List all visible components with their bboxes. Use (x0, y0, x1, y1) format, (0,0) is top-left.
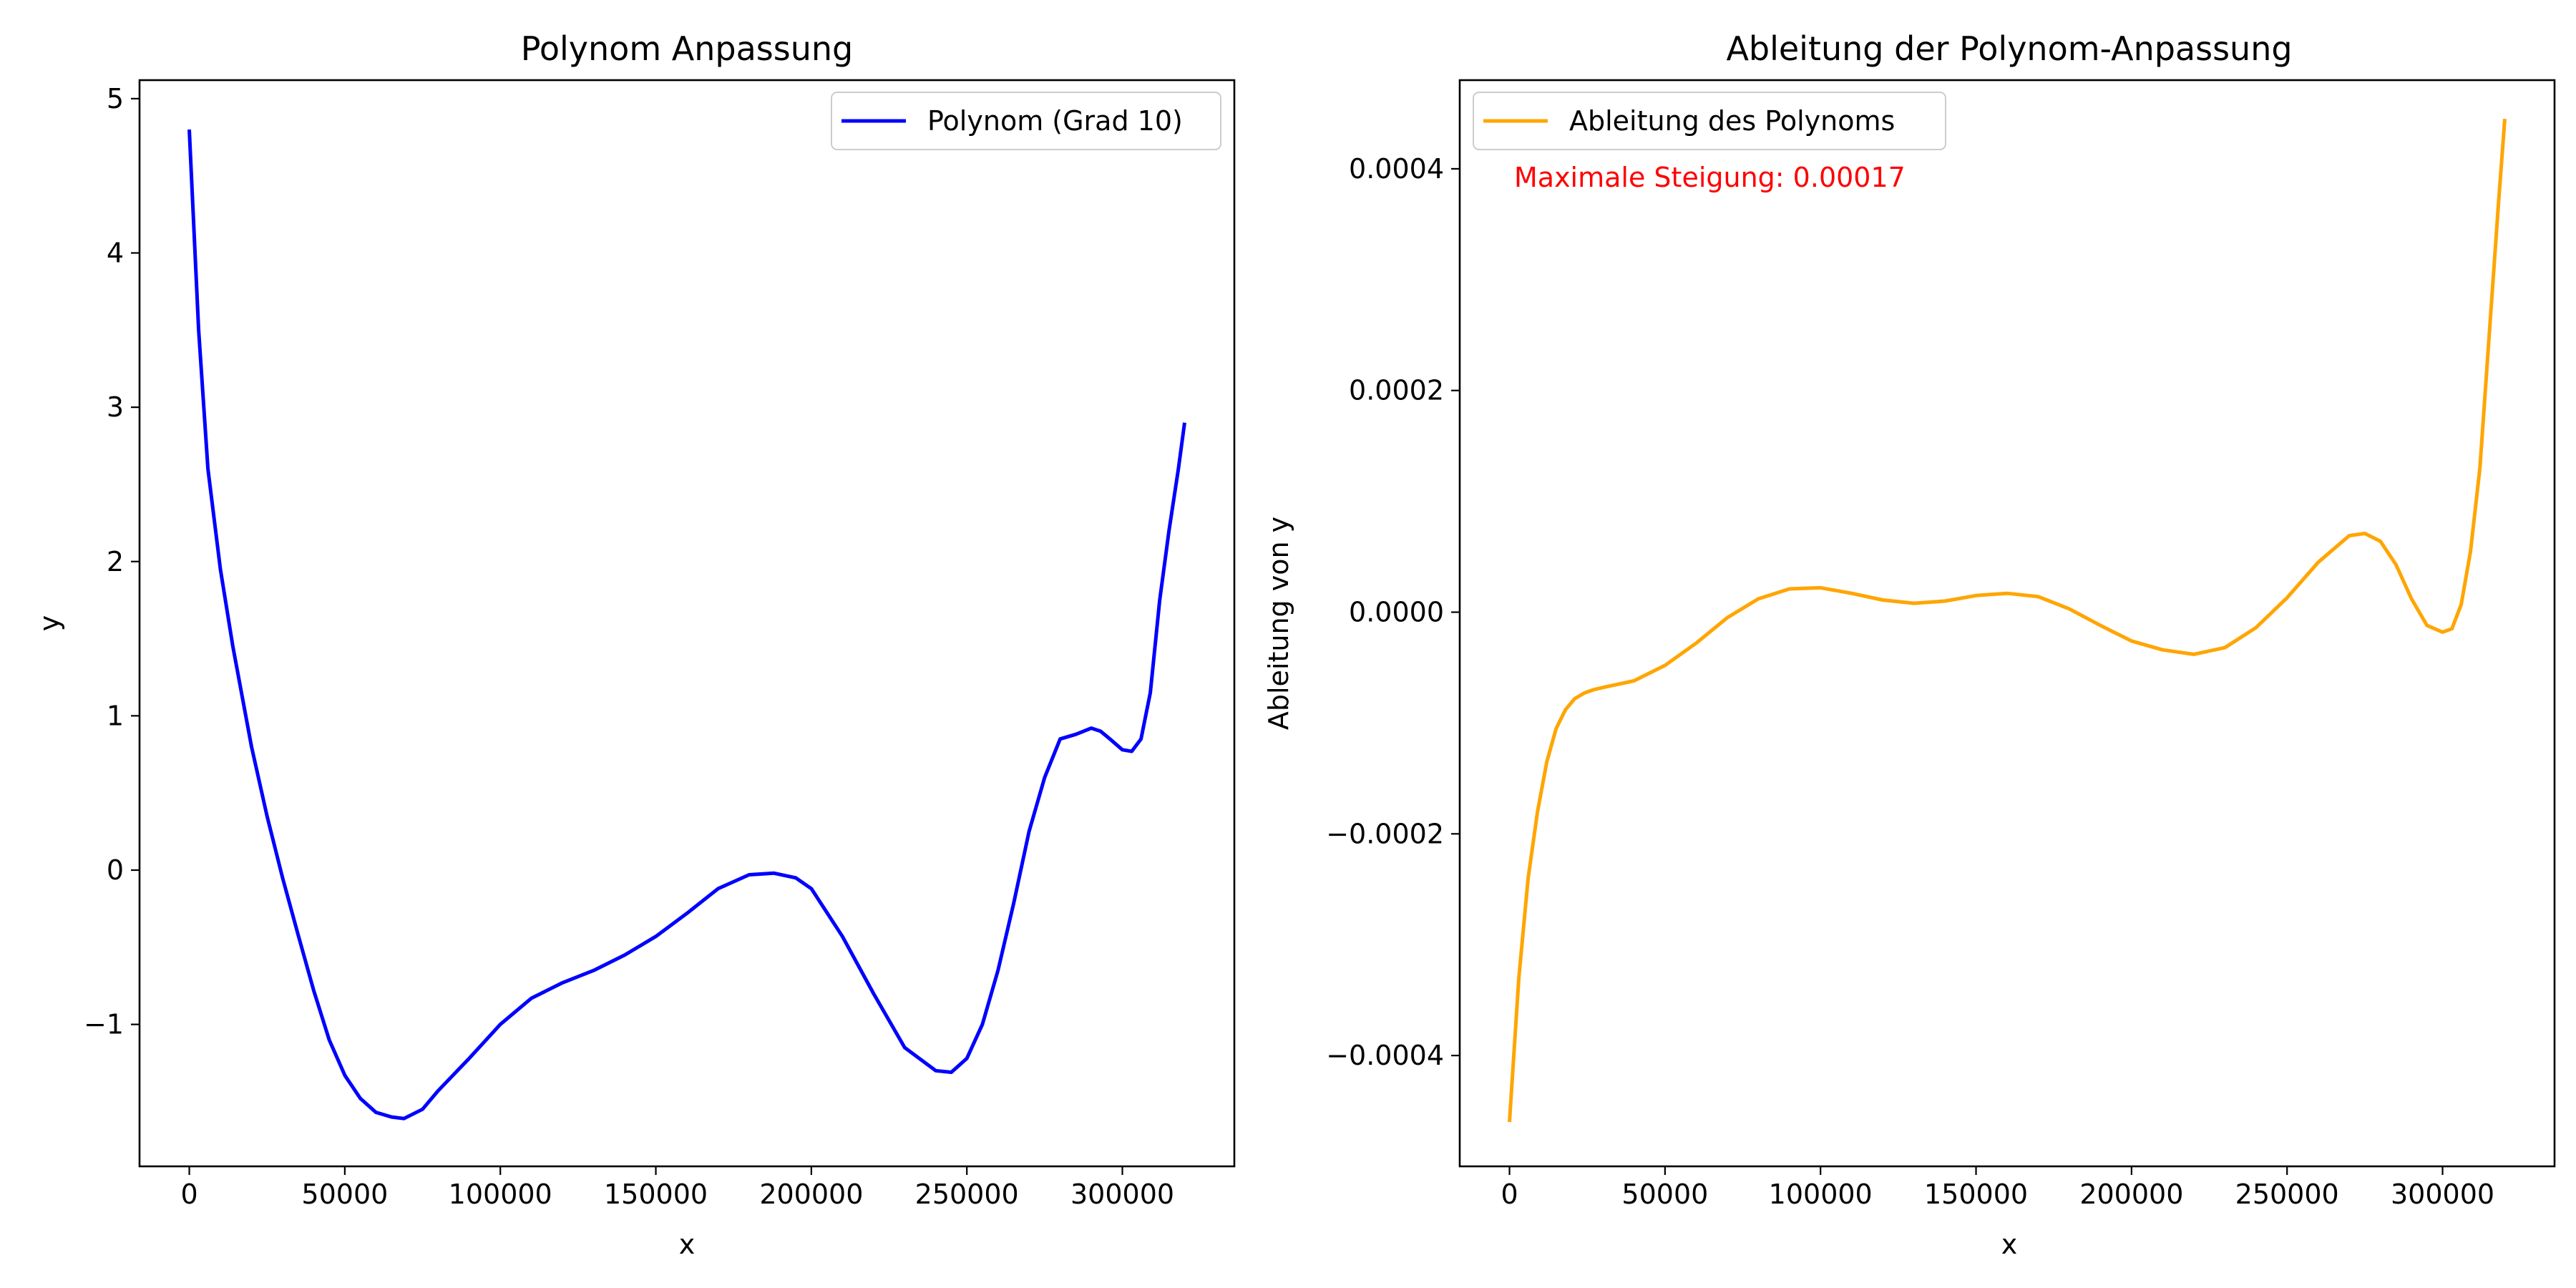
x-tick-label: 0 (180, 1179, 197, 1210)
y-tick-label: 3 (107, 391, 124, 423)
x-tick-label: 200000 (2079, 1179, 2183, 1210)
y-tick-label: 0.0004 (1349, 153, 1444, 185)
y-tick-label: −0.0004 (1326, 1040, 1444, 1071)
y-tick-label: 0.0000 (1349, 597, 1444, 628)
axis-ticks: 0 50000 100000 150000 200000 250000 300000 −0.0… (1326, 153, 2494, 1210)
y-tick-label: 4 (107, 238, 124, 269)
legend: Polynom (Grad 10) (831, 92, 1221, 150)
y-tick-label: −0.0002 (1326, 818, 1444, 849)
x-tick-label: 50000 (301, 1179, 388, 1210)
x-tick-label: 300000 (1070, 1179, 1174, 1210)
legend-label: Polynom (Grad 10) (927, 105, 1183, 137)
data-series (1508, 119, 2507, 1123)
y-tick-label: 1 (107, 700, 124, 731)
max-slope-annotation: Maximale Steigung: 0.00017 (1514, 162, 1906, 193)
y-axis-label: y (34, 615, 65, 632)
x-tick-label: 150000 (1924, 1179, 2028, 1210)
legend: Ableitung des Polynoms (1473, 92, 1946, 150)
x-axis-label: x (679, 1229, 696, 1260)
x-tick-label: 0 (1501, 1179, 1518, 1210)
legend-box (1473, 92, 1946, 150)
axes-frame (1458, 79, 2556, 1168)
legend-box (831, 92, 1221, 150)
chart-title: Polynom Anpassung (521, 29, 853, 68)
y-tick-label: 0 (107, 854, 124, 886)
y-tick-label: −1 (84, 1009, 124, 1040)
x-tick-label: 200000 (759, 1179, 863, 1210)
y-tick-label: 0.0002 (1349, 375, 1444, 406)
chart-title: Ableitung der Polynom-Anpassung (1726, 29, 2292, 68)
data-series (187, 129, 1186, 1121)
x-tick-label: 150000 (604, 1179, 708, 1210)
polynomial-chart: Polynom Anpassung 0 50000 100000 150000 2000… (34, 29, 1236, 1260)
series-line (187, 129, 1186, 1121)
x-tick-label: 250000 (2235, 1179, 2339, 1210)
y-tick-label: 2 (107, 546, 124, 577)
y-tick-label: 5 (107, 83, 124, 114)
x-tick-label: 100000 (1769, 1179, 1873, 1210)
derivative-chart: Ableitung der Polynom-Anpassung 0 50000 10… (1263, 29, 2556, 1260)
axes-frame (138, 79, 1236, 1168)
x-tick-label: 250000 (915, 1179, 1019, 1210)
x-tick-label: 100000 (449, 1179, 552, 1210)
axis-ticks: 0 50000 100000 150000 200000 250000 300000 −1 0 1… (84, 83, 1174, 1210)
x-tick-label: 50000 (1621, 1179, 1708, 1210)
legend-label: Ableitung des Polynoms (1569, 105, 1895, 137)
y-axis-label: Ableitung von y (1263, 517, 1294, 730)
x-tick-label: 300000 (2391, 1179, 2494, 1210)
x-axis-label: x (2001, 1229, 2018, 1260)
series-line (1508, 119, 2507, 1123)
